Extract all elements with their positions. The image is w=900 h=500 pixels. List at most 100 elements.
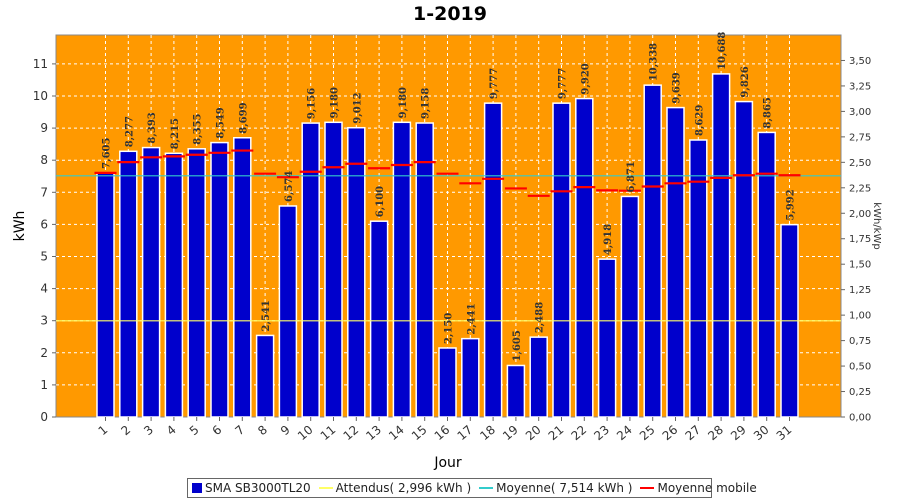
x-tick-label: 10: [295, 423, 316, 444]
bar-value-label: 2,541: [261, 300, 272, 331]
legend-label-moving-average: Moyenne mobile: [657, 481, 757, 495]
x-tick-label: 23: [591, 423, 612, 444]
bar: [255, 334, 275, 418]
bar-value-label: 8,355: [193, 113, 204, 144]
x-tick-label: 13: [363, 423, 384, 444]
bar-value-label: 2,441: [466, 303, 477, 334]
bar: [461, 337, 480, 418]
value-labels: 7,605 8,277 8,393 8,215 8,355 8,549 8,699 2,541…: [102, 32, 797, 362]
bar: [415, 122, 434, 418]
legend-label-production: SMA SB3000TL20: [205, 481, 311, 495]
bar-value-label: 2,488: [535, 302, 546, 333]
bar-value-label: 9,826: [740, 66, 751, 97]
bar-value-label: 4,918: [603, 224, 614, 255]
bar: [278, 205, 298, 418]
y-right-tick-label: 0,75: [849, 336, 871, 347]
x-tick-label: 12: [341, 423, 362, 444]
y-right-tick-label: 2,50: [849, 158, 871, 169]
bar: [301, 122, 320, 418]
x-tick-label: 21: [546, 423, 567, 444]
x-tick-label: 29: [728, 423, 749, 444]
x-tick-label: 5: [187, 423, 202, 439]
x-tick-label: 22: [569, 423, 590, 444]
x-tick-label: 19: [500, 423, 521, 444]
x-tick-label: 31: [774, 423, 795, 444]
y-right-tick-label: 1,50: [849, 260, 871, 271]
bar-value-label: 8,629: [694, 105, 705, 136]
legend-label-average: Moyenne( 7,514 kWh ): [496, 481, 633, 495]
bar: [392, 121, 412, 418]
bar: [506, 364, 526, 418]
bar-value-label: 8,277: [124, 116, 135, 147]
bar-value-label: 6,100: [375, 186, 386, 217]
x-axis: 1 2 3 4 5 6 7 8 9 10 11 12 13 14 15 16 17 18 19 20 21 22 23 24 2…: [96, 417, 795, 444]
x-tick-label: 16: [432, 423, 453, 444]
x-tick-label: 30: [751, 423, 772, 444]
y-right-tick-label: 1,00: [849, 311, 871, 322]
bar-value-label: 9,156: [307, 88, 318, 119]
y-right-tick-label: 0,00: [849, 413, 871, 424]
y-tick-label: 2: [40, 346, 48, 360]
y-tick-label: 4: [40, 282, 48, 296]
x-tick-label: 20: [523, 423, 544, 444]
y-tick-label: 0: [40, 410, 48, 424]
bar: [96, 172, 115, 418]
bar: [666, 106, 685, 418]
bar: [347, 126, 366, 418]
bar: [210, 141, 229, 418]
bar: [734, 100, 754, 418]
bar-value-label: 9,639: [672, 72, 683, 103]
y-tick-label: 3: [40, 314, 48, 328]
y-tick-label: 8: [40, 153, 48, 167]
y-tick-label: 6: [40, 217, 48, 231]
x-tick-label: 8: [255, 423, 270, 439]
bar-value-label: 8,215: [170, 118, 181, 149]
x-tick-label: 4: [164, 423, 179, 439]
y-right-tick-label: 3,50: [849, 56, 871, 67]
bar: [119, 150, 138, 418]
y-tick-label: 11: [33, 57, 48, 71]
y-tick-label: 5: [40, 249, 48, 263]
bar: [233, 137, 252, 418]
bar-value-label: 9,158: [421, 88, 432, 119]
x-tick-label: 17: [455, 423, 476, 444]
y-right-tick-label: 3,00: [849, 107, 871, 118]
bar-value-label: 10,688: [717, 32, 728, 70]
legend-swatch-moving-average: [640, 487, 655, 489]
bar-value-label: 6,574: [284, 171, 295, 202]
bar-value-label: 7,605: [102, 138, 113, 169]
x-axis-label: Jour: [433, 455, 462, 471]
bar: [597, 258, 617, 418]
bar: [187, 148, 206, 418]
legend-swatch-average: [479, 487, 494, 489]
x-tick-label: 28: [705, 423, 726, 444]
legend-item-production: SMA SB3000TL20: [192, 481, 311, 495]
x-tick-label: 2: [118, 423, 133, 439]
x-tick-label: 25: [637, 423, 658, 444]
y-tick-label: 1: [40, 378, 48, 392]
y-axis-right: 0,00 0,25 0,50 0,75 1,00 1,25 1,50 1,75 2,00 2,25…: [841, 56, 871, 424]
legend-swatch-expected: [318, 487, 333, 489]
bar-value-label: 9,777: [489, 68, 500, 99]
bar: [438, 347, 457, 418]
y-tick-label: 7: [40, 185, 48, 199]
y-right-tick-label: 2,75: [849, 132, 871, 143]
y-right-tick-label: 1,25: [849, 285, 871, 296]
x-tick-label: 1: [96, 423, 111, 439]
y-right-tick-label: 3,25: [849, 81, 871, 92]
bar-value-label: 9,920: [580, 63, 591, 94]
x-tick-label: 27: [683, 423, 704, 444]
x-tick-label: 18: [477, 423, 498, 444]
y-axis-right-label: kWh/kWp: [871, 202, 882, 249]
bar: [711, 73, 731, 418]
y-tick-label: 10: [33, 89, 48, 103]
x-tick-label: 26: [660, 423, 681, 444]
bar-value-label: 2,150: [444, 313, 455, 344]
bar-value-label: 1,605: [512, 330, 523, 361]
x-tick-label: 24: [614, 423, 635, 444]
y-axis-label: kWh: [12, 211, 28, 242]
bar: [164, 152, 184, 418]
x-tick-label: 15: [409, 423, 430, 444]
y-right-tick-label: 0,50: [849, 362, 871, 373]
bar: [483, 102, 503, 418]
